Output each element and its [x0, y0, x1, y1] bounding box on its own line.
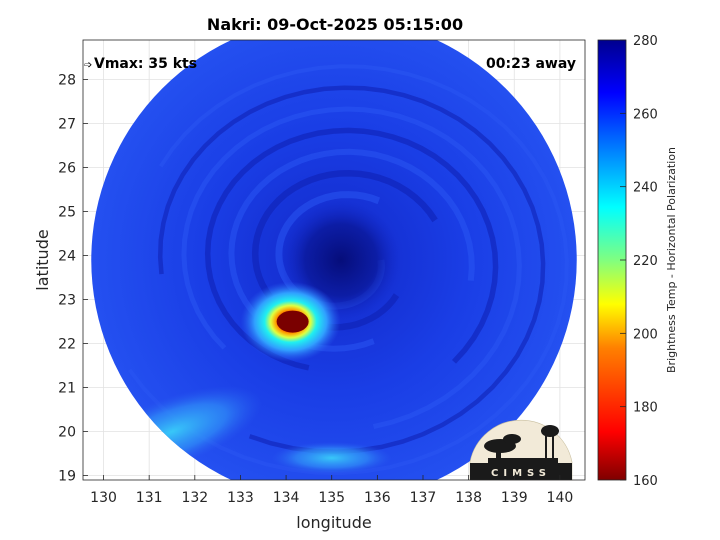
chart-title: Nakri: 09-Oct-2025 05:15:00 [207, 15, 463, 34]
x-tick-label: 137 [410, 490, 437, 506]
x-axis: 130 131 132 133 134 135 136 137 138 139 140 [90, 475, 573, 506]
colorbar-tick-label: 240 [633, 181, 658, 196]
x-tick-label: 133 [227, 490, 254, 506]
y-tick-label: 22 [58, 337, 76, 353]
plot-area: CIMSS ➩ Vmax: 35 kts 00:23 away [82, 39, 586, 481]
x-tick-label: 131 [136, 490, 163, 506]
colorbar-tick-label: 180 [633, 401, 658, 416]
x-tick-label: 140 [547, 490, 574, 506]
rain-band [181, 106, 522, 430]
plot-frame [82, 39, 586, 481]
logo-text: CIMSS [491, 468, 551, 479]
colorbar-tick-label: 260 [633, 107, 658, 122]
y-tick-label: 24 [58, 249, 76, 265]
rain-band [157, 85, 546, 455]
x-tick-label: 135 [318, 490, 345, 506]
colorbar-ticks: 160 180 200 220 240 260 280 [620, 34, 658, 489]
y-axis: 19 20 21 22 23 24 25 26 27 28 [58, 73, 88, 485]
x-tick-label: 136 [364, 490, 391, 506]
colorbar-tick-label: 280 [633, 34, 658, 49]
y-tick-label: 28 [58, 73, 76, 89]
y-axis-label: latitude [33, 229, 52, 290]
convective-core-center [276, 310, 309, 333]
y-tick-label: 23 [58, 293, 76, 309]
x-tick-label: 134 [273, 490, 300, 506]
colorbar-tick-label: 200 [633, 327, 658, 342]
vmax-label: Vmax: 35 kts [94, 56, 197, 72]
time-away-label: 00:23 away [486, 56, 576, 72]
y-tick-label: 21 [58, 381, 76, 397]
cimss-logo: CIMSS [469, 419, 573, 481]
colorbar-tick-label: 220 [633, 254, 658, 269]
rain-band [251, 169, 438, 331]
x-tick-label: 138 [455, 490, 482, 506]
arrow-icon: ➩ [84, 60, 92, 71]
cold-cloud-band [271, 442, 392, 474]
y-tick-label: 27 [58, 117, 76, 133]
x-axis-label: longitude [296, 513, 371, 532]
colorbar-tick-label: 160 [633, 474, 658, 489]
y-tick-label: 25 [58, 205, 76, 221]
y-tick-label: 26 [58, 161, 76, 177]
colorbar: 160 180 200 220 240 260 280 Brightness Temp - … [597, 34, 678, 489]
y-tick-label: 19 [58, 469, 76, 485]
rain-band [204, 127, 499, 371]
x-tick-label: 130 [90, 490, 117, 506]
colorbar-label: Brightness Temp - Horizontal Polarizatio… [665, 147, 678, 373]
y-tick-label: 20 [58, 425, 76, 441]
x-tick-label: 139 [501, 490, 528, 506]
x-tick-label: 132 [181, 490, 208, 506]
